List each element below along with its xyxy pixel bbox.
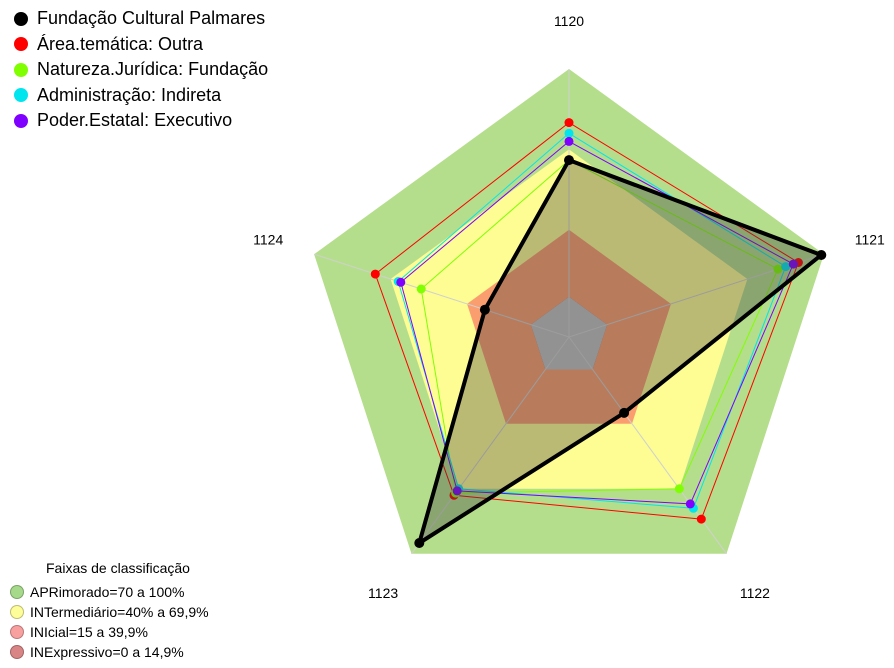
series-4	[396, 136, 798, 509]
series-2-point-2	[674, 484, 684, 494]
legend-label-4: Poder.Estatal: Executivo	[37, 110, 233, 131]
series-0-point-2	[619, 407, 630, 418]
axis-label-layer: 1120 1121 1122 1123 1124	[253, 13, 885, 601]
legend-item-2: Natureza.Jurídica: Fundação	[14, 57, 268, 83]
series-0-point-0	[564, 155, 574, 166]
series-0-point-1	[816, 250, 827, 260]
axis-label-1: 1121	[855, 231, 885, 247]
legend-marker-1	[14, 37, 28, 52]
series-0	[414, 155, 827, 548]
axis-label-4: 1124	[253, 231, 283, 247]
series-4-point-1	[788, 259, 798, 269]
legend-label-3: Administração: Indireta	[37, 84, 222, 105]
band-legend-item-0: APRimorado=70 a 100%	[10, 582, 209, 602]
series-1-point-4	[370, 269, 380, 279]
legend-marker-3	[14, 88, 28, 103]
series-layer	[370, 118, 827, 548]
series-4-point-3	[452, 486, 462, 496]
bands-legend: Faixas de classificação APRimorado=70 a …	[10, 560, 209, 662]
band-legend-label-1: INTermediário=40% a 69,9%	[30, 604, 209, 620]
series-legend: Fundação Cultural Palmares Área.temática:…	[14, 6, 268, 134]
series-1-point-2	[696, 514, 706, 524]
band-legend-label-2: INIcial=15 a 39,9%	[30, 624, 148, 640]
series-line-3	[397, 132, 787, 509]
series-3-point-1	[781, 262, 791, 272]
band-legend-swatch-3	[10, 645, 24, 659]
legend-label-1: Área.temática: Outra	[37, 33, 204, 54]
band-legend-swatch-1	[10, 605, 24, 619]
legend-item-0: Fundação Cultural Palmares	[14, 6, 268, 32]
legend-item-1: Área.temática: Outra	[14, 32, 268, 58]
series-line-4	[400, 140, 794, 505]
legend-marker-0	[14, 11, 28, 26]
series-4-point-2	[685, 499, 695, 509]
band-legend-item-2: INIcial=15 a 39,9%	[10, 622, 209, 642]
series-1-point-0	[564, 118, 574, 128]
band-legend-item-1: INTermediário=40% a 69,9%	[10, 602, 209, 622]
bands-legend-items: APRimorado=70 a 100% INTermediário=40% a …	[10, 582, 209, 662]
series-3-point-0	[564, 128, 574, 138]
series-0-point-4	[479, 304, 490, 315]
legend-marker-4	[14, 113, 28, 128]
band-legend-label-0: APRimorado=70 a 100%	[30, 584, 185, 600]
band-legend-label-3: INExpressivo=0 a 14,9%	[30, 644, 184, 660]
band-legend-item-3: INExpressivo=0 a 14,9%	[10, 642, 209, 662]
series-2-point-1	[773, 264, 783, 274]
spoke-4	[313, 253, 570, 338]
series-0-point-3	[414, 538, 425, 548]
bands-legend-title: Faixas de classificação	[46, 560, 190, 576]
axis-label-3: 1123	[368, 585, 398, 601]
band-legend-swatch-2	[10, 625, 24, 639]
legend-marker-2	[14, 62, 28, 77]
series-4-point-4	[396, 277, 406, 287]
legend-label-2: Natureza.Jurídica: Fundação	[37, 59, 269, 80]
series-2-point-4	[416, 284, 426, 294]
series-line-1	[374, 122, 799, 520]
series-line-0	[417, 158, 824, 545]
band-legend-swatch-0	[10, 585, 24, 599]
axis-label-2: 1122	[740, 585, 770, 601]
legend-item-3: Administração: Indireta	[14, 83, 268, 109]
spoke-3	[411, 336, 570, 555]
legend-item-4: Poder.Estatal: Executivo	[14, 108, 268, 134]
series-line-2	[420, 159, 779, 494]
axis-label-0: 1120	[554, 13, 584, 29]
series-4-point-0	[564, 136, 574, 146]
legend-label-0: Fundação Cultural Palmares	[37, 8, 266, 29]
